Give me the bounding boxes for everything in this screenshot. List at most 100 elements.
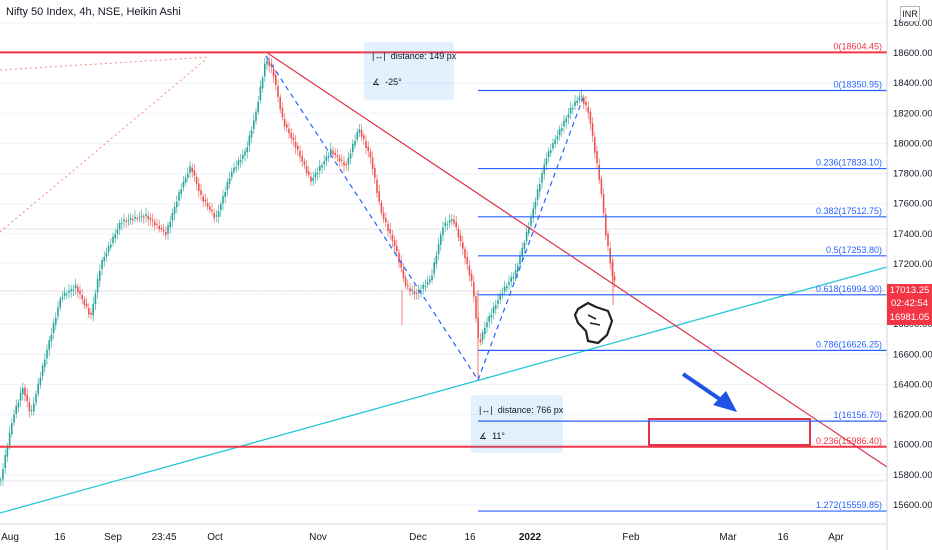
- candle-body: [437, 244, 440, 255]
- candle-body: [70, 289, 72, 292]
- candle-body: [374, 167, 376, 178]
- candle-body: [398, 252, 400, 263]
- candle-body: [363, 135, 365, 140]
- candle-body: [213, 213, 215, 219]
- measure-line-2: [477, 97, 584, 381]
- candle-body: [158, 225, 160, 230]
- candle-body: [402, 269, 405, 279]
- x-tick-label: Nov: [309, 532, 327, 543]
- candle-body: [270, 64, 273, 67]
- candle-body: [459, 235, 462, 242]
- candle-body: [239, 159, 242, 163]
- candle-body: [440, 234, 442, 245]
- candle-body: [41, 365, 44, 377]
- candle-body: [140, 215, 143, 218]
- candle-body: [30, 409, 33, 411]
- x-tick-label: 16: [54, 532, 66, 543]
- candle-body: [224, 192, 226, 198]
- candle-body: [222, 195, 224, 204]
- falling-trendline: [265, 51, 888, 468]
- arrow-shaft: [681, 372, 726, 404]
- candle-body: [512, 276, 515, 279]
- x-tick-label: 2022: [519, 532, 542, 543]
- y-tick-label: 17200.00: [893, 259, 932, 270]
- candle-body: [371, 157, 374, 169]
- currency-badge[interactable]: INR: [900, 6, 920, 22]
- candle-body: [506, 286, 508, 289]
- candle-body: [455, 222, 457, 228]
- y-tick-label: 16200.00: [893, 410, 932, 421]
- candle-body: [261, 77, 264, 89]
- candle-body: [83, 299, 86, 306]
- fib-level-label: 0.618(16994.90): [816, 284, 882, 294]
- measure-tooltip-2: |↔| distance: 766 px ∡ 11°: [471, 395, 563, 453]
- candle-body: [48, 340, 50, 350]
- candle-body: [244, 151, 246, 156]
- y-tick-label: 17800.00: [893, 169, 932, 180]
- candle-body: [4, 455, 6, 469]
- candle-body: [510, 277, 512, 282]
- candle-body: [382, 212, 385, 220]
- candle-body: [257, 101, 259, 113]
- candle-body: [400, 260, 402, 268]
- fib-level-label: 0.5(17253.80): [826, 245, 882, 255]
- angle-label: -25°: [385, 77, 402, 87]
- candle-body: [442, 227, 444, 236]
- candle-body: [486, 322, 488, 328]
- price-label-current: 17013.25: [887, 284, 932, 297]
- candle-body: [574, 101, 576, 107]
- candle-body: [167, 225, 169, 234]
- candle-body: [349, 153, 352, 159]
- candle-body: [200, 190, 202, 195]
- x-tick-label: Sep: [104, 532, 122, 543]
- candle-body: [169, 222, 171, 228]
- candle-body: [517, 265, 519, 272]
- candle-body: [33, 403, 35, 412]
- candle-body: [345, 164, 347, 166]
- candle-body: [103, 257, 105, 262]
- candle-body: [6, 447, 9, 457]
- candle-body: [105, 252, 108, 257]
- candle-body: [312, 177, 314, 181]
- y-tick-label: 18600.00: [893, 48, 932, 59]
- y-tick-label: 15600.00: [893, 500, 932, 511]
- candle-body: [129, 218, 132, 220]
- ruler-icon: |↔|: [479, 405, 493, 415]
- candle-body: [182, 181, 185, 188]
- candle-body: [305, 166, 308, 174]
- candle-body: [92, 304, 94, 316]
- y-tick-label: 16400.00: [893, 379, 932, 390]
- candle-body: [316, 172, 319, 175]
- candle-body: [576, 100, 578, 104]
- candle-body: [79, 290, 81, 295]
- candle-body: [290, 133, 292, 139]
- dotted-trendline: [0, 56, 211, 71]
- candle-body: [81, 294, 83, 300]
- dotted-trendline: [0, 59, 206, 233]
- candle-body: [431, 275, 433, 281]
- candle-body: [24, 387, 26, 396]
- candle-body: [189, 166, 191, 173]
- candle-body: [532, 208, 534, 218]
- candle-body: [55, 317, 57, 325]
- candle-body: [468, 265, 471, 276]
- candle-body: [173, 207, 176, 214]
- candle-body: [94, 293, 97, 305]
- fib-level-label: 0.236(17833.10): [816, 158, 882, 168]
- candle-body: [283, 118, 286, 127]
- hand-fingers: [587, 314, 601, 326]
- candle-body: [530, 217, 532, 226]
- y-tick-label: 17600.00: [893, 199, 932, 210]
- x-tick-label: 16: [777, 532, 789, 543]
- candle-body: [127, 220, 130, 222]
- angle-label: 11°: [492, 431, 506, 441]
- candle-body: [572, 107, 574, 110]
- candle-body: [123, 219, 125, 222]
- candle-body: [422, 284, 424, 289]
- candle-body: [488, 315, 490, 322]
- candle-body: [492, 306, 495, 313]
- candle-body: [286, 124, 288, 128]
- candle-body: [13, 414, 15, 423]
- candle-body: [391, 234, 394, 241]
